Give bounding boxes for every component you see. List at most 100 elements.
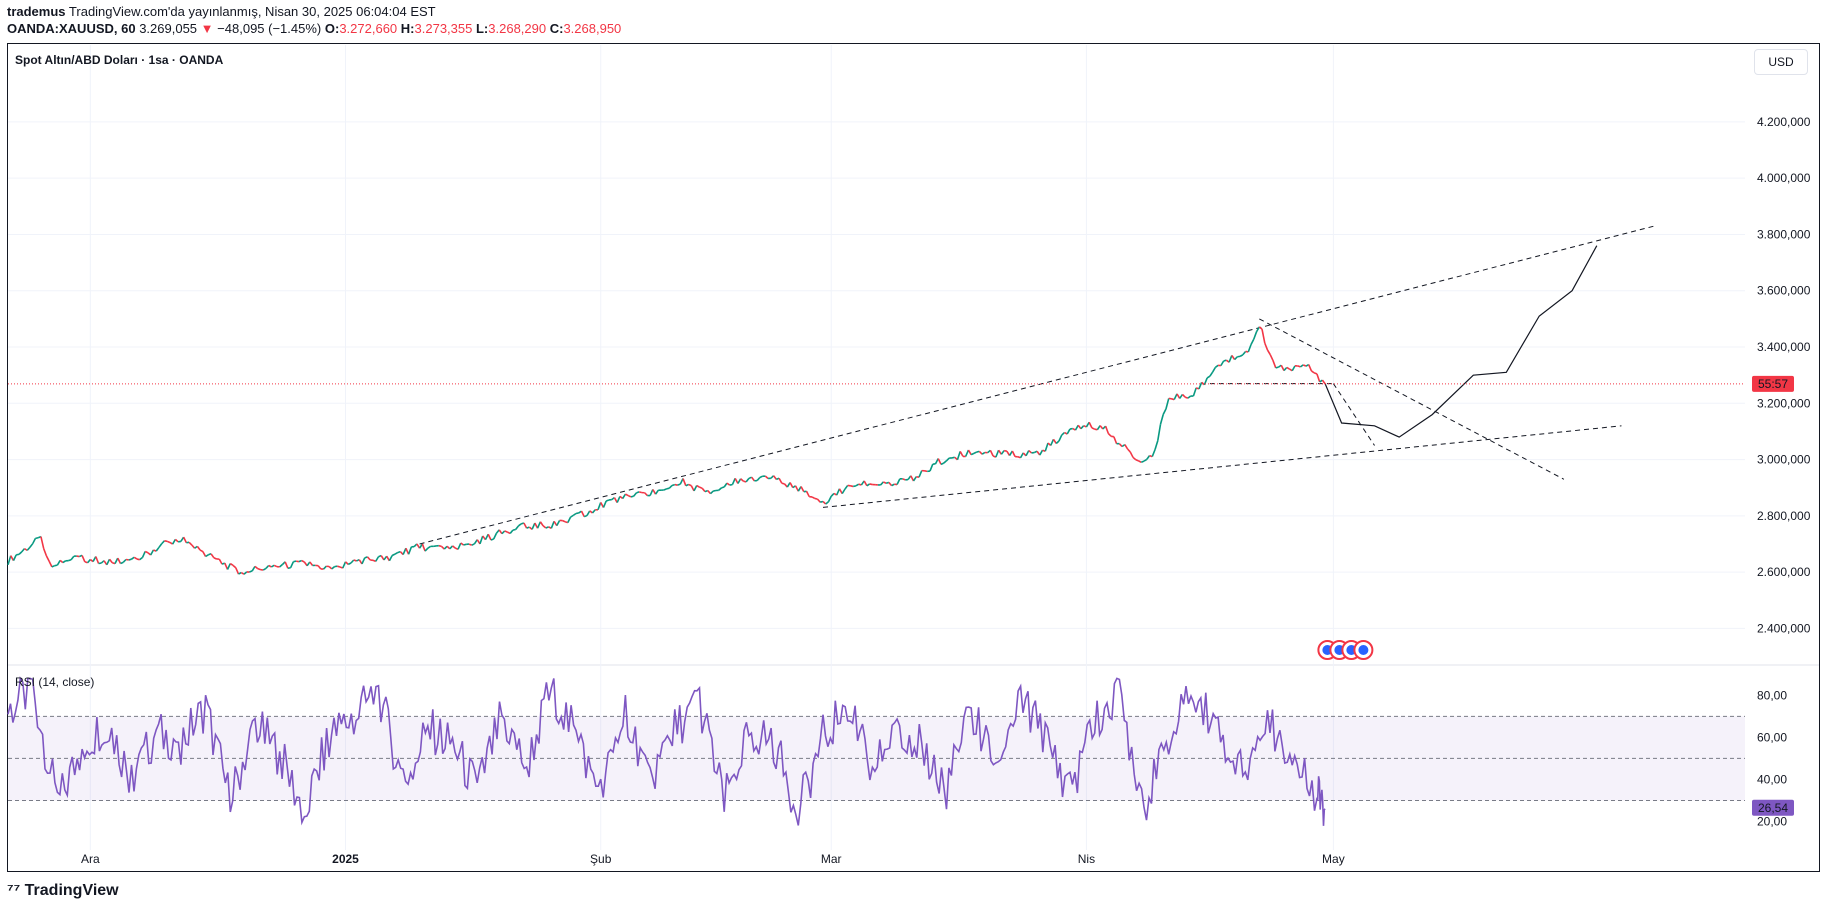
price-segment — [117, 557, 122, 564]
price-tick-label: 2.800,000 — [1757, 509, 1811, 523]
publish-line: trademus TradingView.com'da yayınlanmış,… — [7, 4, 436, 19]
price-segment — [918, 470, 923, 478]
price-segment — [317, 565, 322, 570]
price-segment — [816, 498, 821, 503]
price-segment — [471, 543, 475, 546]
price-segment — [120, 561, 124, 565]
price-segment — [169, 541, 174, 545]
price-segment — [1140, 460, 1145, 464]
price-segment — [693, 485, 698, 492]
price-segment — [1321, 379, 1326, 385]
price-segment — [636, 491, 640, 494]
rsi-title: RSI (14, close) — [15, 675, 94, 689]
price-segment — [1228, 355, 1233, 363]
price-segment — [1247, 344, 1252, 353]
price-segment — [1242, 350, 1247, 356]
price-segment — [1132, 456, 1137, 461]
price-segment — [1234, 356, 1238, 361]
logo-text: TradingView — [24, 882, 119, 899]
price-segment — [970, 452, 975, 456]
price-segment — [1107, 433, 1112, 437]
price-segment — [232, 564, 237, 569]
price-segment — [240, 571, 245, 575]
price-segment — [364, 556, 368, 559]
price-segment — [331, 565, 336, 570]
price-segment — [421, 543, 426, 552]
price-segment — [1074, 424, 1079, 431]
price-segment — [268, 564, 272, 568]
price-segment — [838, 488, 843, 495]
price-segment — [1253, 331, 1258, 340]
price-segment — [257, 567, 261, 571]
price-segment — [262, 567, 267, 571]
price-segment — [531, 522, 536, 530]
price-segment — [981, 451, 986, 455]
price-tick-label: 3.800,000 — [1757, 227, 1811, 241]
price-segment — [869, 483, 873, 486]
price-segment — [1028, 449, 1033, 454]
price-segment — [945, 457, 950, 462]
close-value: 3.268,950 — [563, 21, 622, 36]
axes: 2.400,000 2.600,000 2.800,000 3.000,000 3.20… — [15, 53, 1811, 866]
price-segment — [210, 553, 215, 559]
price-segment — [452, 545, 456, 549]
price-tick-label: 4.200,000 — [1757, 115, 1811, 129]
time-tick-label: 2025 — [332, 852, 359, 866]
price-segment — [1058, 434, 1063, 442]
price-segment — [526, 526, 530, 529]
countdown-badge — [1752, 375, 1794, 392]
price-segment — [454, 547, 459, 551]
price-segment — [748, 476, 752, 480]
price-segment — [402, 547, 407, 555]
price-segment — [133, 556, 138, 560]
price-segment — [820, 500, 824, 503]
price-segment — [701, 487, 706, 493]
price-segment — [149, 549, 155, 556]
price-segment — [940, 462, 945, 466]
price-segment — [509, 529, 514, 534]
price-segment — [139, 556, 143, 561]
price-segment — [1017, 456, 1021, 459]
rsi-current-text: 26,54 — [1758, 801, 1788, 815]
price-segment — [536, 521, 542, 529]
price-segment — [666, 487, 670, 490]
last-price: 3.269,055 — [139, 21, 198, 36]
price-segment — [194, 545, 198, 549]
price-segment — [492, 532, 498, 540]
price-segment — [229, 562, 234, 567]
price-segment — [1025, 450, 1030, 457]
price-segment — [523, 522, 528, 529]
tradingview-logo[interactable]: ⁷⁷ TradingView — [7, 882, 119, 900]
time-tick-label: Ara — [81, 852, 100, 866]
currency-button[interactable]: USD — [1754, 49, 1808, 75]
price-segment — [196, 545, 201, 551]
price-segment — [394, 551, 399, 555]
price-segment — [772, 475, 777, 480]
price-segment — [95, 556, 100, 564]
price-segment — [737, 478, 742, 484]
price-segment — [589, 510, 593, 514]
price-segment — [155, 546, 160, 552]
price-segment — [682, 478, 687, 486]
price-segment — [591, 509, 596, 514]
price-segment — [858, 483, 862, 486]
price-segment — [361, 557, 366, 565]
price-segment — [830, 492, 835, 497]
price-segment — [79, 554, 83, 558]
price-segment — [1159, 414, 1165, 425]
price-segment — [556, 520, 561, 527]
price-segment — [1283, 366, 1288, 372]
price-segment — [1203, 377, 1208, 386]
price-segment — [721, 486, 725, 489]
price-segment — [718, 487, 722, 491]
author-name[interactable]: trademus — [7, 4, 66, 19]
price-segment — [504, 530, 508, 533]
time-tick-label: Nis — [1078, 852, 1095, 866]
price-segment — [1195, 387, 1200, 390]
price-segment — [973, 451, 978, 455]
price-segment — [776, 477, 780, 481]
price-segment — [443, 545, 448, 550]
price-segment — [1050, 438, 1055, 446]
price-segment — [460, 542, 464, 546]
